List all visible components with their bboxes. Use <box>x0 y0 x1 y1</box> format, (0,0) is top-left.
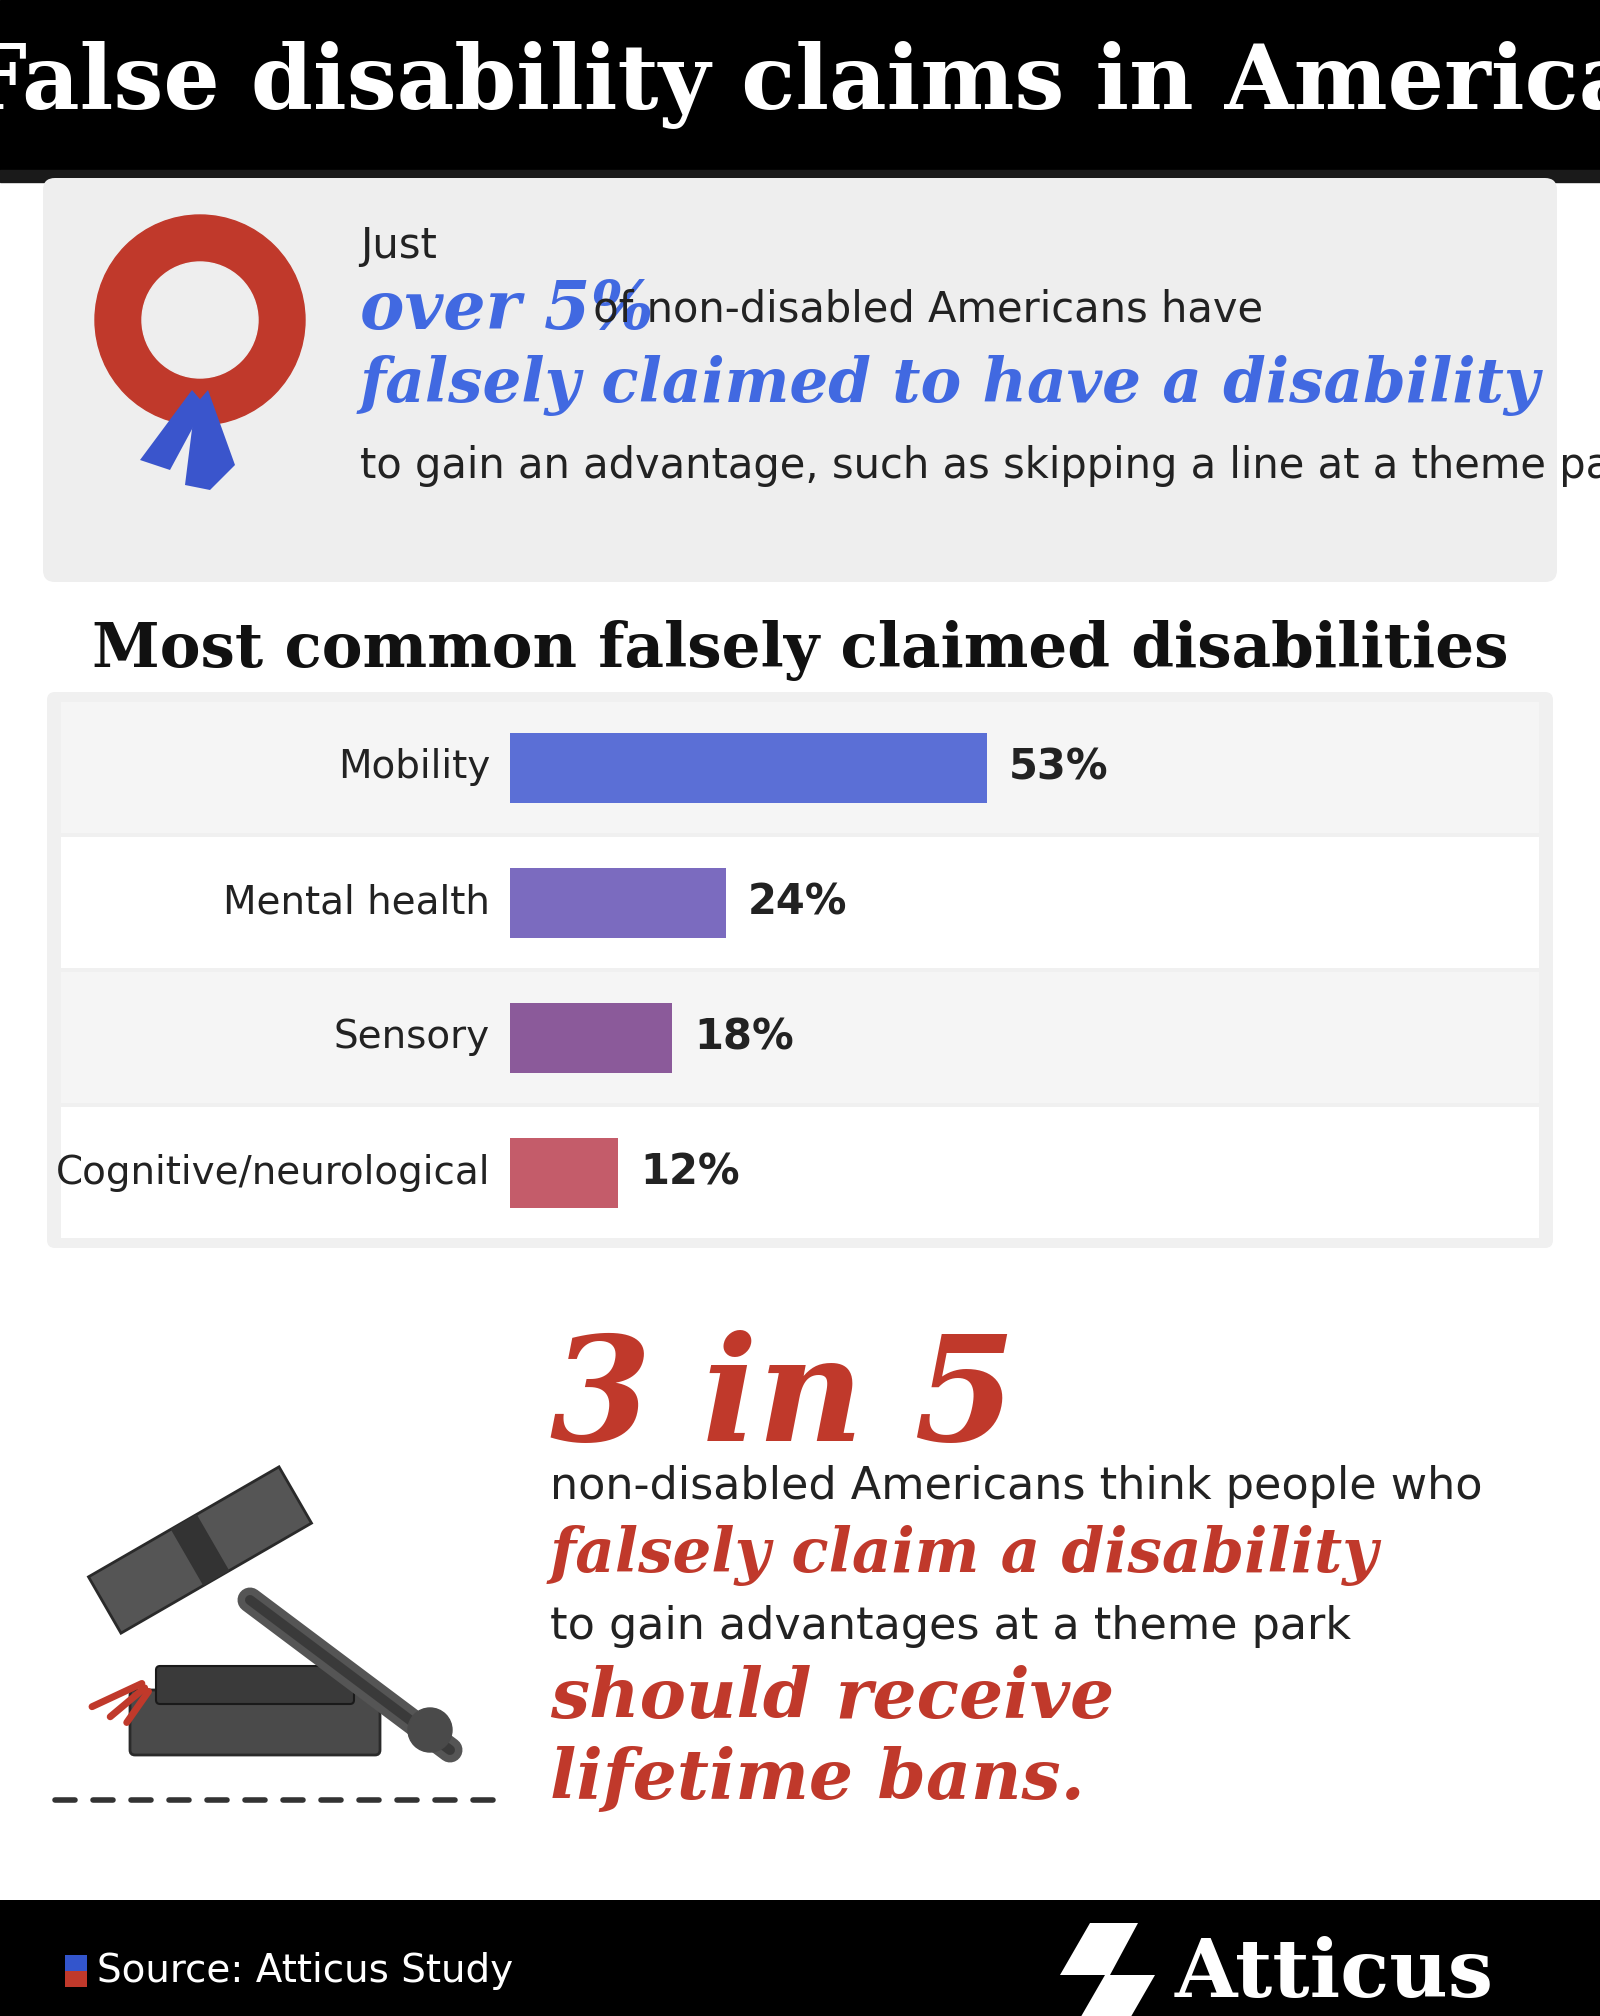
FancyBboxPatch shape <box>46 691 1554 1248</box>
Text: should receive
lifetime bans.: should receive lifetime bans. <box>550 1665 1114 1812</box>
Bar <box>510 732 987 802</box>
Bar <box>61 837 1539 968</box>
Text: Mobility: Mobility <box>338 748 490 786</box>
Polygon shape <box>141 389 205 470</box>
FancyBboxPatch shape <box>43 177 1557 583</box>
Circle shape <box>142 262 258 379</box>
Text: to gain an advantage, such as skipping a line at a theme park.: to gain an advantage, such as skipping a… <box>360 446 1600 488</box>
Bar <box>66 1956 86 1988</box>
Bar <box>510 1137 618 1208</box>
Text: Sensory: Sensory <box>334 1018 490 1056</box>
Polygon shape <box>1059 1923 1155 2016</box>
Text: 3 in 5: 3 in 5 <box>550 1331 1016 1472</box>
Bar <box>510 1002 672 1073</box>
Text: Source: Atticus Study: Source: Atticus Study <box>98 1951 514 1990</box>
Bar <box>510 867 726 937</box>
Text: Most common falsely claimed disabilities: Most common falsely claimed disabilities <box>91 621 1509 681</box>
Bar <box>66 1972 86 1988</box>
FancyBboxPatch shape <box>157 1665 354 1704</box>
Bar <box>61 702 1539 833</box>
FancyBboxPatch shape <box>130 1689 381 1756</box>
Text: non-disabled Americans think people who: non-disabled Americans think people who <box>550 1466 1483 1508</box>
Text: 18%: 18% <box>694 1016 794 1058</box>
Bar <box>0 0 1600 169</box>
Text: to gain advantages at a theme park: to gain advantages at a theme park <box>550 1605 1350 1647</box>
Bar <box>0 1899 1600 2016</box>
Text: False disability claims in America: False disability claims in America <box>0 40 1600 129</box>
Text: Atticus: Atticus <box>1174 1935 1494 2014</box>
Polygon shape <box>88 1468 312 1633</box>
Bar <box>61 972 1539 1103</box>
Text: over 5%: over 5% <box>360 278 654 343</box>
Text: falsely claimed to have a disability: falsely claimed to have a disability <box>360 355 1541 415</box>
Polygon shape <box>171 1514 229 1587</box>
Text: 12%: 12% <box>640 1151 739 1193</box>
Text: Just: Just <box>360 226 437 266</box>
Text: Mental health: Mental health <box>222 883 490 921</box>
Bar <box>61 1107 1539 1238</box>
Bar <box>0 169 1600 181</box>
Text: of non-disabled Americans have: of non-disabled Americans have <box>579 288 1262 331</box>
Polygon shape <box>186 389 235 490</box>
Text: Cognitive/neurological: Cognitive/neurological <box>56 1153 490 1191</box>
Circle shape <box>408 1708 453 1752</box>
Text: 24%: 24% <box>749 881 848 923</box>
Text: 53%: 53% <box>1010 746 1109 788</box>
Text: falsely claim a disability: falsely claim a disability <box>550 1524 1379 1587</box>
Circle shape <box>94 216 306 425</box>
